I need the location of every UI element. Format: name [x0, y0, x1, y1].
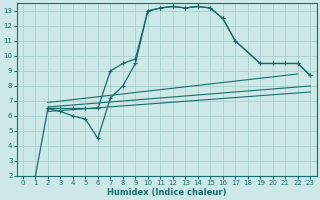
X-axis label: Humidex (Indice chaleur): Humidex (Indice chaleur) [107, 188, 226, 197]
